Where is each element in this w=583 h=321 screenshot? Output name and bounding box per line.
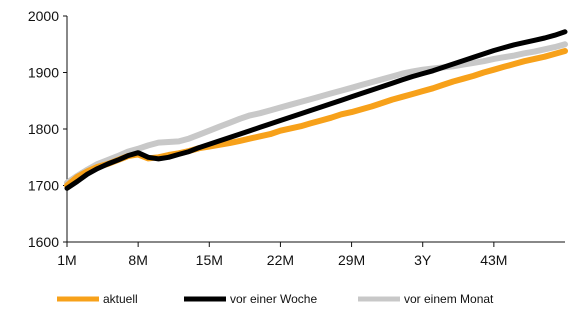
series-line-0 [64,41,568,186]
x-tick-label: 43M [480,252,507,268]
x-tick-label: 15M [196,252,223,268]
x-tick-label: 29M [338,252,365,268]
series-line-1 [64,48,568,189]
series-layer [64,29,568,191]
y-tick-label: 1900 [28,65,59,81]
x-tick-label: 8M [128,252,147,268]
legend-label: vor einem Monat [404,292,494,306]
series-line-2 [64,29,568,191]
x-tick-label: 3Y [414,252,432,268]
y-tick-label: 1800 [28,121,59,137]
x-tick-label: 22M [267,252,294,268]
x-tick-label: 1M [57,252,76,268]
legend: aktuell vor einer Woche vor einem Monat [57,292,494,306]
y-tick-label: 2000 [28,8,59,24]
legend-label: vor einer Woche [230,292,317,306]
axes: 1600 1700 1800 1900 2000 1M 8M 15M 22M 29M 3Y 43M [28,8,565,268]
legend-label: aktuell [103,292,138,306]
y-tick-label: 1700 [28,178,59,194]
y-tick-label: 1600 [28,234,59,250]
